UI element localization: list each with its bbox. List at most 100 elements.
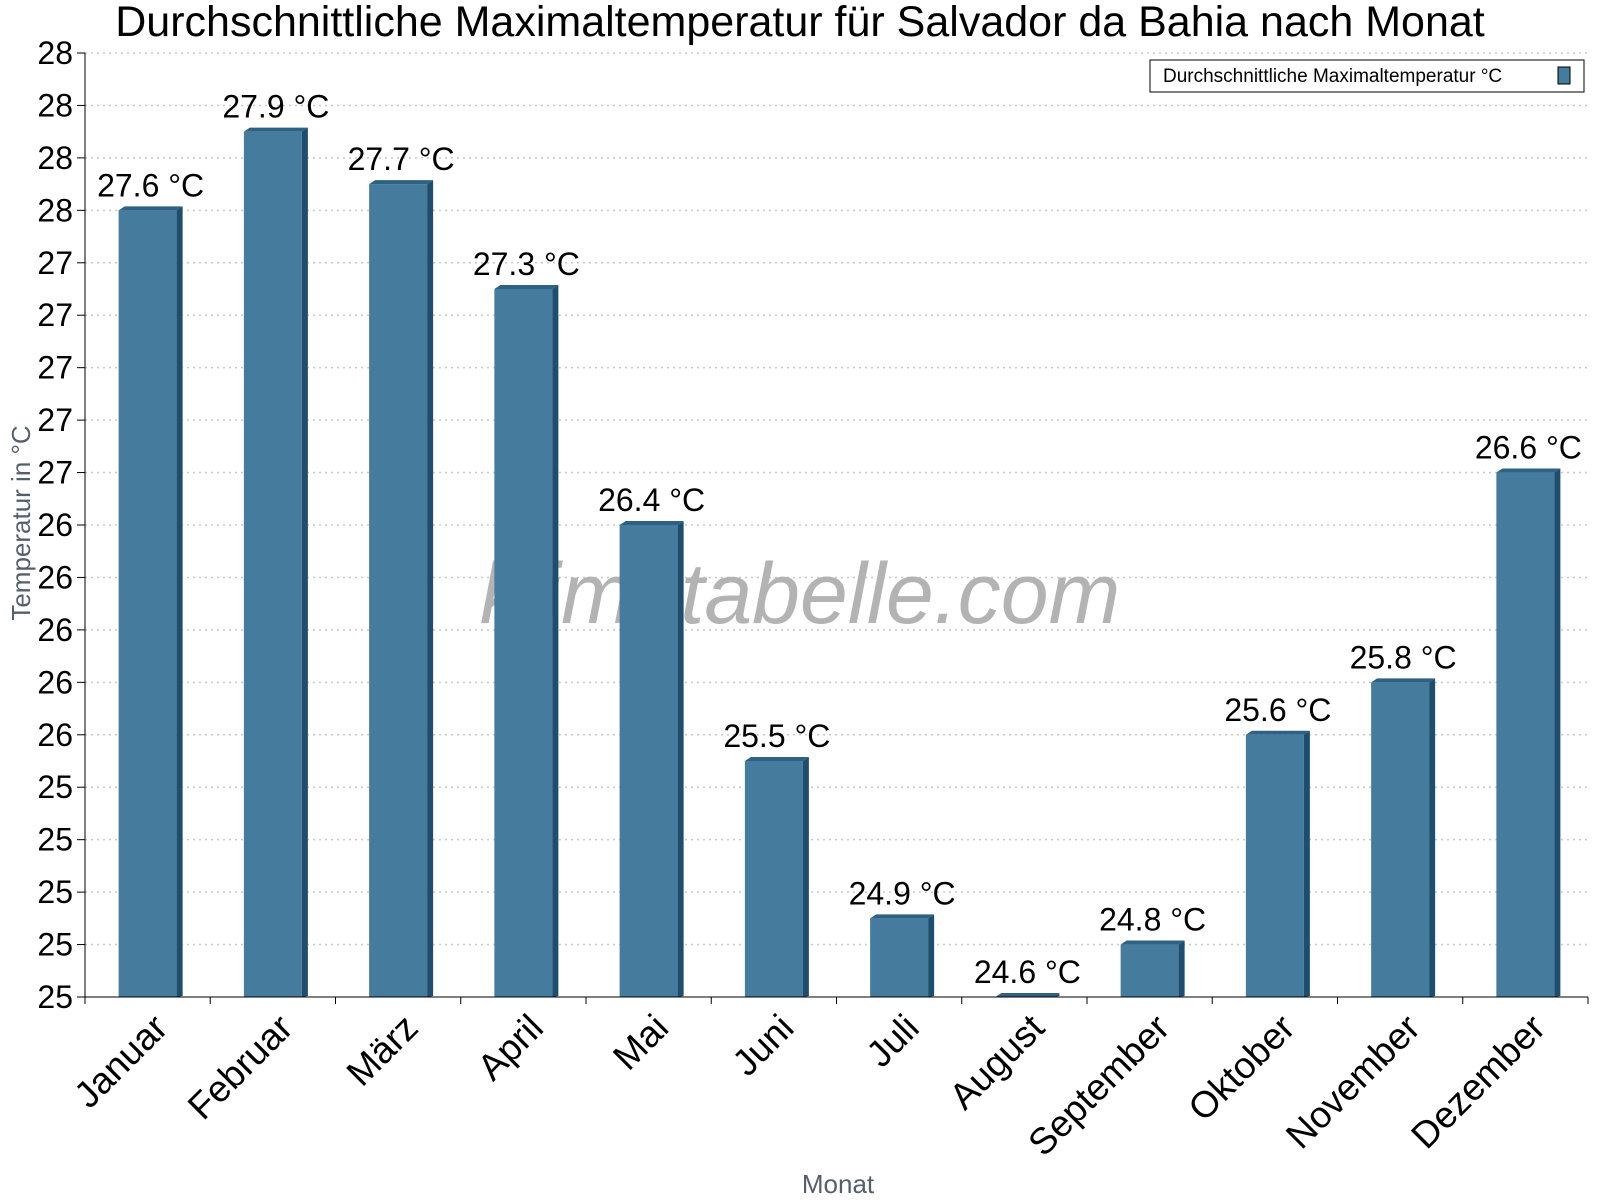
- bar-top: [1371, 678, 1436, 683]
- bar-top: [369, 180, 434, 185]
- bar-top: [1245, 730, 1310, 735]
- bar-top: [619, 521, 684, 525]
- y-tick-label: 27: [37, 350, 73, 386]
- y-tick-label: 26: [37, 507, 73, 543]
- x-tick-label: Februar: [180, 1007, 301, 1128]
- bar-side: [552, 285, 559, 997]
- legend-label: Durchschnittliche Maximaltemperatur °C: [1163, 66, 1502, 87]
- bar-top: [1496, 468, 1561, 473]
- bar-mai: [619, 521, 684, 997]
- y-tick-label: 27: [37, 455, 73, 491]
- bar-face: [118, 210, 177, 998]
- bar-august: [995, 993, 1060, 997]
- data-label: 27.7 °C: [348, 141, 455, 177]
- bar-face: [870, 918, 929, 997]
- y-tick-label: 26: [37, 559, 73, 595]
- y-tick-label: 27: [37, 402, 73, 438]
- data-label: 24.8 °C: [1099, 902, 1206, 938]
- bar-face: [1371, 682, 1430, 997]
- y-tick-label: 27: [37, 245, 73, 281]
- data-label: 25.5 °C: [723, 718, 830, 754]
- data-label: 25.8 °C: [1350, 639, 1457, 675]
- y-tick-label: 28: [37, 35, 73, 71]
- x-tick-label: Oktober: [1180, 1007, 1302, 1129]
- bar-side: [301, 127, 308, 997]
- bar-top: [494, 285, 559, 289]
- bar-juni: [744, 757, 809, 997]
- bar-side: [677, 521, 684, 997]
- x-tick-label: März: [339, 1007, 426, 1094]
- x-tick-label: Juli: [859, 1007, 927, 1075]
- bar-november: [1371, 678, 1436, 997]
- data-labels: 27.6 °C 27.9 °C 27.7 °C 27.3 °C 26.4 °C 25.5 …: [97, 89, 1582, 990]
- y-tick-label: 26: [37, 612, 73, 648]
- bar-side: [427, 180, 434, 998]
- legend: Durchschnittliche Maximaltemperatur °C: [1149, 59, 1585, 93]
- bar-april: [494, 285, 559, 997]
- bar-side: [1303, 730, 1310, 997]
- bar-top: [1120, 940, 1185, 945]
- y-tick-label: 25: [37, 822, 73, 858]
- data-label: 27.3 °C: [473, 246, 580, 282]
- bar-face: [744, 761, 803, 997]
- bar-side: [1554, 468, 1561, 997]
- bar-top: [870, 914, 935, 919]
- y-tick-label: 25: [37, 927, 73, 963]
- y-tick-label: 28: [37, 140, 73, 176]
- bar-side: [1429, 678, 1436, 997]
- bar-face: [1245, 734, 1304, 997]
- data-label: 24.9 °C: [849, 875, 956, 911]
- bar-september: [1120, 940, 1185, 997]
- x-tick-label: Dezember: [1403, 1007, 1553, 1157]
- y-tick-label: 28: [37, 87, 73, 123]
- y-tick-label: 25: [37, 874, 73, 910]
- bar-side: [1053, 993, 1060, 997]
- legend-swatch: [1557, 66, 1571, 85]
- x-tick-label: April: [470, 1007, 551, 1088]
- x-axis-ticks: Januar Februar März April Mai Juni Juli AugustS…: [66, 997, 1589, 1164]
- x-tick-label: November: [1278, 1007, 1428, 1157]
- bar-side: [1178, 940, 1185, 997]
- x-tick-label: Juni: [725, 1007, 802, 1084]
- legend-box: [1149, 59, 1585, 93]
- y-axis-label: Temperatur in °C: [6, 425, 36, 620]
- data-label: 26.4 °C: [598, 482, 705, 518]
- bar-top: [744, 757, 809, 761]
- y-tick-label: 28: [37, 192, 73, 228]
- x-axis-label: Monat: [802, 1169, 875, 1199]
- bar-side: [928, 914, 935, 997]
- chart-title: Durchschnittliche Maximaltemperatur für …: [115, 0, 1485, 46]
- y-tick-label: 26: [37, 717, 73, 753]
- y-axis-ticks: 25 25 25 25 25 26 26 26 26 26 27 27 27 27 27 28 28 28 28: [37, 35, 85, 1015]
- bar-face: [619, 525, 678, 997]
- x-tick-label: August: [942, 1006, 1053, 1117]
- bar-dezember: [1496, 468, 1561, 997]
- bar-januar: [118, 206, 183, 998]
- y-tick-label: 25: [37, 979, 73, 1015]
- y-tick-label: 27: [37, 297, 73, 333]
- bar-juli: [870, 914, 935, 997]
- bar-top: [118, 206, 183, 211]
- bar-series: [118, 127, 1561, 998]
- y-tick-label: 25: [37, 769, 73, 805]
- bar-face: [369, 184, 428, 998]
- bar-side: [176, 206, 183, 998]
- bar-märz: [369, 180, 434, 998]
- data-label: 24.6 °C: [974, 954, 1081, 990]
- bar-face: [1120, 944, 1179, 997]
- bar-oktober: [1245, 730, 1310, 997]
- bar-face: [1496, 472, 1555, 997]
- x-tick-label: Mai: [605, 1007, 676, 1078]
- bar-februar: [243, 127, 308, 997]
- bar-top: [243, 127, 308, 132]
- bar-top: [995, 993, 1060, 997]
- grid-lines: [85, 52, 1588, 946]
- watermark: klimatabelle.com: [480, 546, 1120, 642]
- data-label: 27.9 °C: [222, 89, 329, 125]
- x-tick-label: Januar: [66, 1007, 175, 1116]
- bar-face: [243, 131, 302, 997]
- y-tick-label: 26: [37, 664, 73, 700]
- data-label: 26.6 °C: [1475, 430, 1582, 466]
- data-label: 27.6 °C: [97, 167, 204, 203]
